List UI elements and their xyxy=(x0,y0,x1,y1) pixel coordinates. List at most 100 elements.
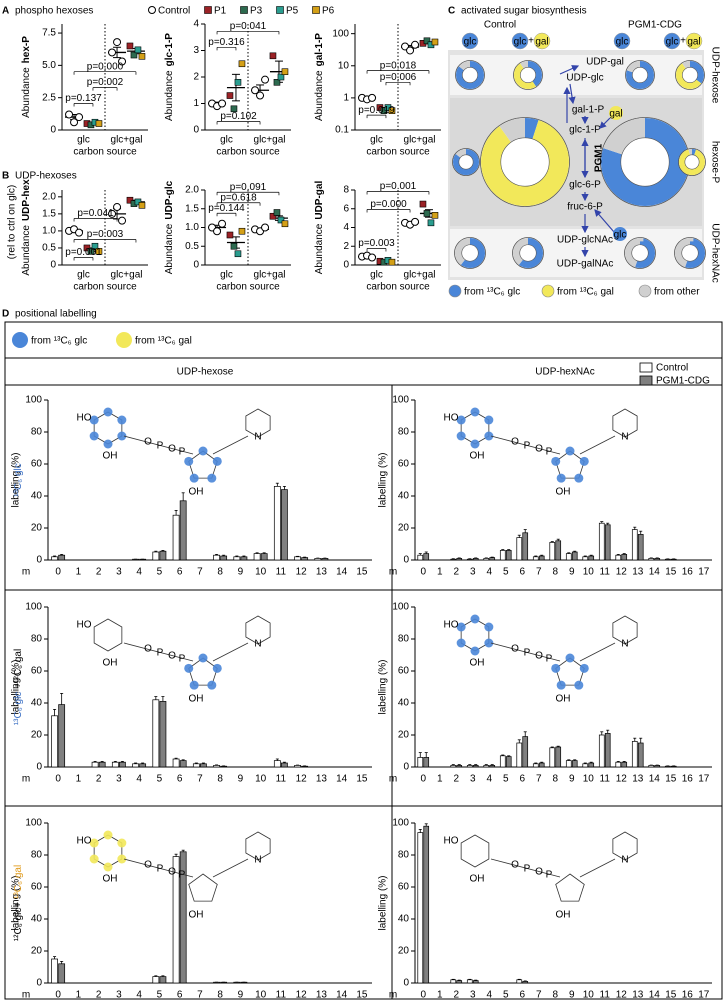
section-label: UDP-hexNAc xyxy=(709,223,720,282)
atom-label: P xyxy=(546,654,553,665)
atom-label: O xyxy=(144,644,152,655)
labelled-carbon xyxy=(579,456,589,466)
y-tick-label: 0.5 xyxy=(42,243,56,254)
bar xyxy=(588,555,595,561)
x-axis-label: carbon source xyxy=(216,147,280,158)
atom-label: P xyxy=(157,441,164,452)
x-tick-label: 10 xyxy=(255,990,267,1001)
x-tick-label: 4 xyxy=(486,990,492,1001)
molecule-ring xyxy=(612,831,638,861)
legend-marker xyxy=(448,284,462,298)
x-tick-label: 6 xyxy=(177,567,183,578)
bar xyxy=(631,741,638,768)
y-axis-label: Abundance gal-1-P xyxy=(314,33,325,121)
molecule-ring xyxy=(555,873,585,902)
p-value: p=0.618 xyxy=(220,192,257,203)
x-tick-label: 14 xyxy=(649,774,661,785)
labelled-carbon xyxy=(579,663,589,673)
p-value: p=0.002 xyxy=(87,77,124,88)
atom-label: O xyxy=(535,867,543,878)
labelled-carbon xyxy=(117,431,127,441)
section-label: UDP-hexose xyxy=(709,47,720,104)
bar xyxy=(179,760,187,768)
x-axis-label: carbon source xyxy=(73,282,137,293)
atom-label: O xyxy=(511,860,519,871)
y-tick-label: 6 xyxy=(343,203,349,214)
bar xyxy=(152,699,160,768)
bar xyxy=(294,556,301,561)
bar xyxy=(213,765,220,768)
x-tick-label: 5 xyxy=(157,990,163,1001)
p-value: p=0.041 xyxy=(77,208,114,219)
legend-marker xyxy=(276,6,284,14)
point xyxy=(273,79,281,86)
x-tick-label: 11 xyxy=(600,567,611,578)
atom-label: OH xyxy=(556,694,571,705)
bar xyxy=(516,742,523,768)
atom-label: HO xyxy=(77,620,92,631)
bar xyxy=(621,554,628,561)
labelled-carbon xyxy=(184,663,194,673)
p-value: p=0.001 xyxy=(380,181,417,192)
labelled-carbon xyxy=(484,622,494,632)
y-tick-label: 60 xyxy=(398,459,410,470)
y-tick-label: 3 xyxy=(193,45,199,56)
y-tick-label: 40 xyxy=(31,491,43,502)
y-tick-label: 80 xyxy=(31,850,43,861)
atom-label: O xyxy=(168,867,176,878)
bar xyxy=(58,554,66,561)
x-axis-label: carbon source xyxy=(366,282,430,293)
y-axis-label-part: hex-P xyxy=(21,36,32,64)
x-tick-label: 11 xyxy=(276,774,287,785)
x-axis-label: carbon source xyxy=(73,147,137,158)
x-tick-label: 2 xyxy=(453,774,459,785)
bar xyxy=(588,762,595,768)
atom-label: P xyxy=(179,870,186,881)
legend-marker xyxy=(12,332,28,348)
ring-segment xyxy=(455,238,485,268)
p-value: p=0.137 xyxy=(65,93,102,104)
x-axis-label: carbon source xyxy=(366,147,430,158)
molecule-ring xyxy=(188,873,218,902)
bar xyxy=(532,556,539,561)
x-tick-label: 14 xyxy=(336,774,348,785)
y-tick-label: 40 xyxy=(31,914,43,925)
atom-label: P xyxy=(179,447,186,458)
x-tick-label: 6 xyxy=(177,774,183,785)
labelled-carbon xyxy=(198,446,208,456)
p-value: p=0.001 xyxy=(65,247,102,258)
y-tick-label: 40 xyxy=(398,698,410,709)
x-tick-label: 0 xyxy=(420,990,426,1001)
bar xyxy=(213,554,220,561)
labelled-carbon xyxy=(565,446,575,456)
legend-marker xyxy=(204,6,212,14)
x-tick-label: 9 xyxy=(569,774,575,785)
input-glc xyxy=(613,227,627,241)
atom-label: OH xyxy=(103,874,118,885)
carbon-source xyxy=(511,32,529,50)
panel-label: C xyxy=(448,6,455,17)
bar xyxy=(423,553,430,561)
carbon-source-label: glc xyxy=(514,37,527,48)
y-tick-label: 20 xyxy=(31,946,43,957)
point xyxy=(226,92,234,99)
carbon-source xyxy=(613,32,631,50)
atom-label: OH xyxy=(189,694,204,705)
y-tick-label: 40 xyxy=(398,914,410,925)
labelled-carbon xyxy=(207,473,217,483)
bar xyxy=(152,976,160,984)
y-tick-label: 80 xyxy=(31,634,43,645)
bar xyxy=(273,760,281,768)
point xyxy=(411,40,420,49)
x-tick-label: 11 xyxy=(276,990,287,1001)
y-tick-label: 100 xyxy=(392,602,409,613)
molecule-bond xyxy=(123,858,194,878)
bar xyxy=(571,551,578,561)
carbon-source xyxy=(685,32,703,50)
point xyxy=(281,68,289,75)
y-axis-label: Abundance UDP-hex xyxy=(21,179,32,276)
labelled-carbon xyxy=(198,653,208,663)
x-tick-label: 17 xyxy=(698,567,710,578)
y-tick-label: 80 xyxy=(31,427,43,438)
x-tick-label: 1 xyxy=(437,774,443,785)
